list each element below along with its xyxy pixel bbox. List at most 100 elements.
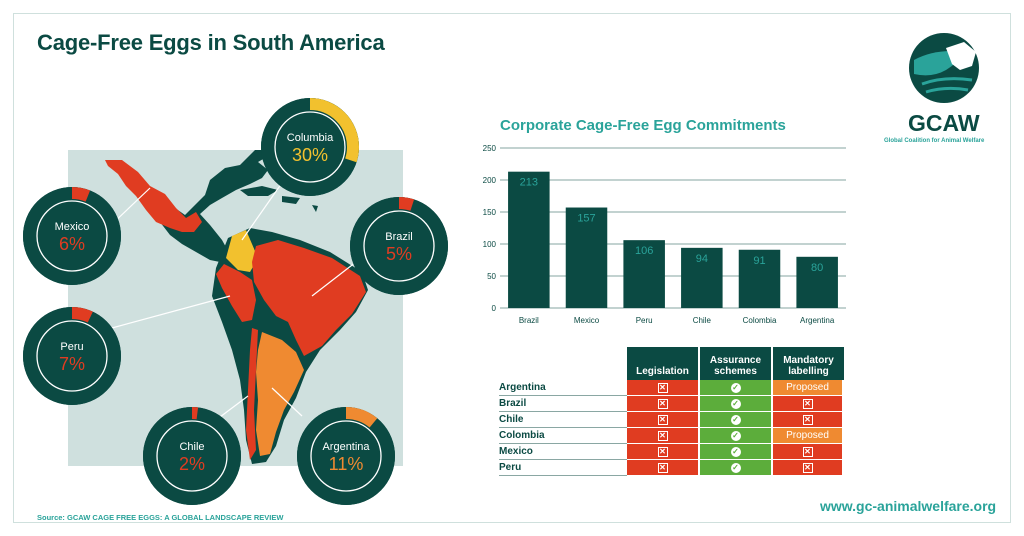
donut-label: Mexico: [55, 221, 90, 233]
row-label: Brazil: [499, 396, 627, 412]
donut-value: 30%: [292, 145, 328, 165]
map-caribbean: [240, 186, 318, 212]
bar-chile: [681, 247, 723, 308]
donut-slice: [23, 187, 121, 285]
map-brazil: [252, 240, 366, 356]
bar-value-label: 106: [635, 245, 653, 257]
check-icon: ✓: [730, 463, 741, 473]
donut-label: Peru: [60, 341, 83, 353]
cross-icon: ✕: [657, 431, 668, 441]
connector-line: [311, 261, 357, 297]
table-row: Chile ✕ ✓ ✕: [499, 412, 844, 428]
bar-peru: [623, 240, 665, 308]
donut-value: 2%: [179, 454, 205, 474]
donut-slice: [297, 407, 395, 505]
status-no-cell: ✕: [627, 428, 700, 444]
row-label: Mexico: [499, 444, 627, 460]
bar-mexico: [565, 207, 608, 308]
x-tick-label: Brazil: [519, 316, 539, 325]
status-yes-cell: ✓: [700, 460, 773, 476]
gcaw-logo-icon: [909, 33, 979, 103]
page-title: Cage-Free Eggs in South America: [37, 30, 385, 55]
bar-value-label: 213: [520, 177, 538, 189]
status-yes-cell: ✓: [700, 428, 773, 444]
y-tick-label: 200: [483, 176, 497, 185]
status-proposed-cell: Proposed: [773, 380, 844, 396]
check-icon: ✓: [730, 383, 741, 393]
website-link[interactable]: www.gc-animalwelfare.org: [820, 498, 997, 514]
map-chile: [246, 328, 258, 460]
bar-chart-title: Corporate Cage-Free Egg Commitments: [500, 117, 786, 134]
status-no-cell: ✕: [627, 396, 700, 412]
table-row: Mexico ✕ ✓ ✕: [499, 444, 844, 460]
col-header-assurance: Assurance schemes: [700, 347, 773, 380]
bar-argentina: [796, 256, 838, 308]
x-tick-label: Argentina: [800, 316, 835, 325]
status-no-cell: ✕: [773, 396, 844, 412]
table-row: Colombia ✕ ✓ Proposed: [499, 428, 844, 444]
donut-value: 11%: [329, 454, 364, 474]
row-label: Chile: [499, 412, 627, 428]
donut-label: Brazil: [385, 231, 413, 243]
y-tick-label: 100: [483, 240, 497, 249]
donut-slice: [23, 307, 121, 405]
cross-icon: ✕: [802, 447, 813, 457]
donut-label: Columbia: [287, 132, 334, 144]
status-no-cell: ✕: [773, 460, 844, 476]
map-colombia: [226, 230, 258, 272]
map-mexico: [105, 160, 202, 232]
map-argentina: [256, 332, 304, 456]
row-label: Argentina: [499, 380, 627, 396]
row-label: Peru: [499, 460, 627, 476]
policy-table: Legislation Assurance schemes Mandatory …: [499, 347, 844, 476]
table-row: Peru ✕ ✓ ✕: [499, 460, 844, 476]
donut-value: 6%: [59, 234, 85, 254]
x-tick-label: Chile: [693, 316, 712, 325]
check-icon: ✓: [730, 415, 741, 425]
cross-icon: ✕: [657, 399, 668, 409]
donut-label: Argentina: [322, 441, 370, 453]
bar-chart: 0 50 100 150 200 250 213 Brazil 157 Mexico 106 Peru…: [483, 144, 846, 325]
x-tick-label: Mexico: [574, 316, 600, 325]
map-peru: [216, 264, 256, 322]
status-yes-cell: ✓: [700, 444, 773, 460]
donut-label: Chile: [179, 441, 204, 453]
bar-value-label: 157: [577, 213, 595, 225]
status-yes-cell: ✓: [700, 380, 773, 396]
status-yes-cell: ✓: [700, 396, 773, 412]
bar-value-label: 91: [753, 255, 765, 267]
bar-brazil: [508, 171, 550, 308]
donut-value: 7%: [59, 354, 85, 374]
col-header-labelling: Mandatory labelling: [773, 347, 844, 380]
y-tick-label: 0: [492, 304, 497, 313]
status-no-cell: ✕: [627, 412, 700, 428]
x-tick-label: Colombia: [743, 316, 777, 325]
cross-icon: ✕: [657, 415, 668, 425]
x-tick-label: Peru: [636, 316, 653, 325]
check-icon: ✓: [730, 399, 741, 409]
cross-icon: ✕: [657, 383, 668, 393]
y-tick-label: 50: [487, 272, 496, 281]
cross-icon: ✕: [802, 399, 813, 409]
cross-icon: ✕: [802, 463, 813, 473]
status-no-cell: ✕: [627, 460, 700, 476]
status-no-cell: ✕: [627, 380, 700, 396]
status-no-cell: ✕: [773, 412, 844, 428]
status-no-cell: ✕: [773, 444, 844, 460]
logo-wordmark: GCAW: [908, 110, 980, 136]
connector-line: [111, 295, 231, 329]
bar-value-label: 94: [696, 253, 708, 265]
donut-value: 5%: [386, 244, 412, 264]
donut-slice: [143, 407, 241, 505]
donut-slice: [350, 197, 448, 295]
bar-colombia: [738, 249, 781, 308]
table-row: Brazil ✕ ✓ ✕: [499, 396, 844, 412]
check-icon: ✓: [730, 447, 741, 457]
infographic-frame: [13, 13, 1011, 523]
cross-icon: ✕: [657, 447, 668, 457]
donut-slice: [261, 98, 359, 196]
